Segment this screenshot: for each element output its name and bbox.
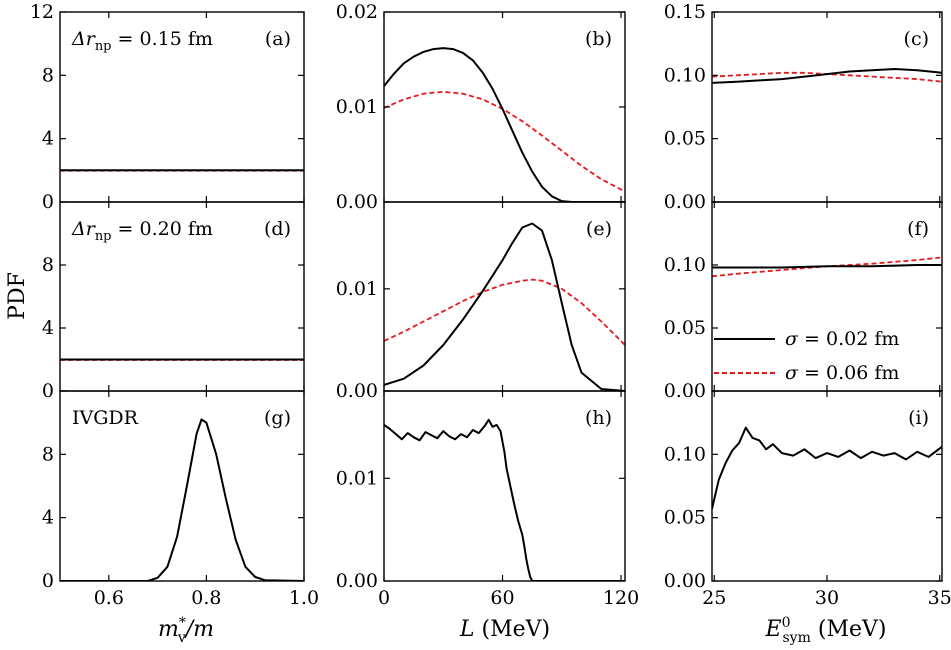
- panel-f-label: (f): [907, 218, 929, 240]
- panel-h-series-s02-line: [384, 418, 625, 581]
- panel-a-ytick-label: 8: [42, 64, 54, 86]
- panel-h-frame: [383, 390, 626, 582]
- panel-h-label: (h): [585, 407, 612, 429]
- panel-i-xtick-label: 35: [928, 587, 951, 609]
- panel-d-annotation: Δrnp = 0.20 fm: [71, 218, 213, 244]
- panel-g-ytick-label: 0: [42, 570, 54, 592]
- frames-layer: [59, 11, 943, 582]
- data-layer: [60, 47, 942, 581]
- panel-c-ytick-label: 0.00: [664, 191, 706, 213]
- panel-a-annotation: Δrnp = 0.15 fm: [71, 28, 213, 54]
- panel-c-plot-area: [712, 68, 942, 84]
- panel-g-xtick-label: 0.8: [191, 587, 221, 609]
- x-axis-title-col-0: m* v/m: [158, 615, 214, 646]
- panel-e-plot-area: [384, 222, 625, 391]
- panel-e-ytick-label: 0.01: [336, 278, 378, 300]
- panel-f-ytick-label: 0.00: [664, 380, 706, 402]
- panel-c-label: (c): [904, 28, 929, 50]
- panel-b-ytick-label: 0.02: [336, 1, 378, 23]
- panel-b-series-s02-line: [384, 47, 625, 202]
- panel-g-annotation: IVGDR: [72, 407, 139, 429]
- legend-s02-label: σ = 0.02 fm: [785, 328, 899, 350]
- y-axis-title: PDF: [5, 272, 30, 320]
- panel-d-plot-area: [60, 358, 304, 361]
- panel-i-ytick-label: 0.00: [664, 570, 706, 592]
- panel-c-ytick-label: 0.10: [664, 64, 706, 86]
- text-layer: 0 4 8 12 (a) Δrnp = 0.15 fm 0.00 0.01 0.02 (b) 0.0…: [5, 1, 951, 646]
- panel-h-ytick-label: 0.01: [336, 467, 378, 489]
- panel-b-series-s06-line: [384, 90, 625, 193]
- panel-g-ytick-label: 8: [42, 443, 54, 465]
- panel-h-plot-area: [384, 418, 625, 581]
- panel-g-frame: [59, 390, 305, 582]
- panel-b-plot-area: [384, 47, 625, 202]
- panel-g-label: (g): [264, 407, 291, 429]
- panel-c-ytick-label: 0.15: [664, 1, 706, 23]
- panel-i-label: (i): [908, 407, 929, 429]
- panel-b-ytick-label: 0.00: [336, 191, 378, 213]
- panel-a-ytick-label: 0: [42, 191, 54, 213]
- panel-b-ytick-label: 0.01: [336, 96, 378, 118]
- panel-c-ytick-label: 0.05: [664, 128, 706, 150]
- panel-i-ytick-label: 0.05: [664, 507, 706, 529]
- x-axis-title-col-1: L (MeV): [459, 617, 550, 642]
- panel-e-series-s06-line: [384, 278, 625, 346]
- panel-a-ytick-label: 4: [42, 128, 54, 150]
- panel-a-label: (a): [265, 28, 291, 50]
- panel-h-xtick-label: 0: [378, 587, 390, 609]
- panel-d-ytick-label: 8: [42, 254, 54, 276]
- panel-d-label: (d): [264, 218, 291, 240]
- panel-h-ytick-label: 0.00: [336, 570, 378, 592]
- panel-i-series-s02-line: [712, 426, 942, 510]
- panel-i-xtick-label: 25: [702, 587, 726, 609]
- panel-b-label: (b): [585, 28, 612, 50]
- panel-i-ytick-label: 0.10: [664, 443, 706, 465]
- panel-d-ytick-label: 4: [42, 317, 54, 339]
- panel-h-xtick-label: 120: [603, 587, 639, 609]
- panel-a-ytick-label: 12: [30, 1, 54, 23]
- panel-g-series-s02-line: [60, 418, 304, 581]
- legend-s06-label: σ = 0.06 fm: [785, 362, 899, 384]
- panel-i-plot-area: [712, 426, 942, 510]
- panel-f-ytick-label: 0.10: [664, 254, 706, 276]
- panel-e-ytick-label: 0.00: [336, 380, 378, 402]
- panel-e-label: (e): [586, 218, 612, 240]
- panel-c-series-s02-line: [712, 68, 942, 84]
- panel-e-series-s02-line: [384, 222, 625, 391]
- panel-g-xtick-label: 1.0: [289, 587, 319, 609]
- panel-h-xtick-label: 60: [490, 587, 514, 609]
- panel-g-xtick-label: 0.6: [94, 587, 124, 609]
- panel-f-ytick-label: 0.05: [664, 317, 706, 339]
- x-axis-title-col-2: E0 sym (MeV): [765, 615, 887, 646]
- panel-d-ytick-label: 0: [42, 380, 54, 402]
- panel-g-ytick-label: 4: [42, 507, 54, 529]
- panel-f-plot-area: [712, 256, 942, 278]
- panel-f-series-s02-line: [712, 264, 942, 269]
- panel-g-plot-area: [60, 418, 304, 581]
- panel-i-xtick-label: 30: [815, 587, 839, 609]
